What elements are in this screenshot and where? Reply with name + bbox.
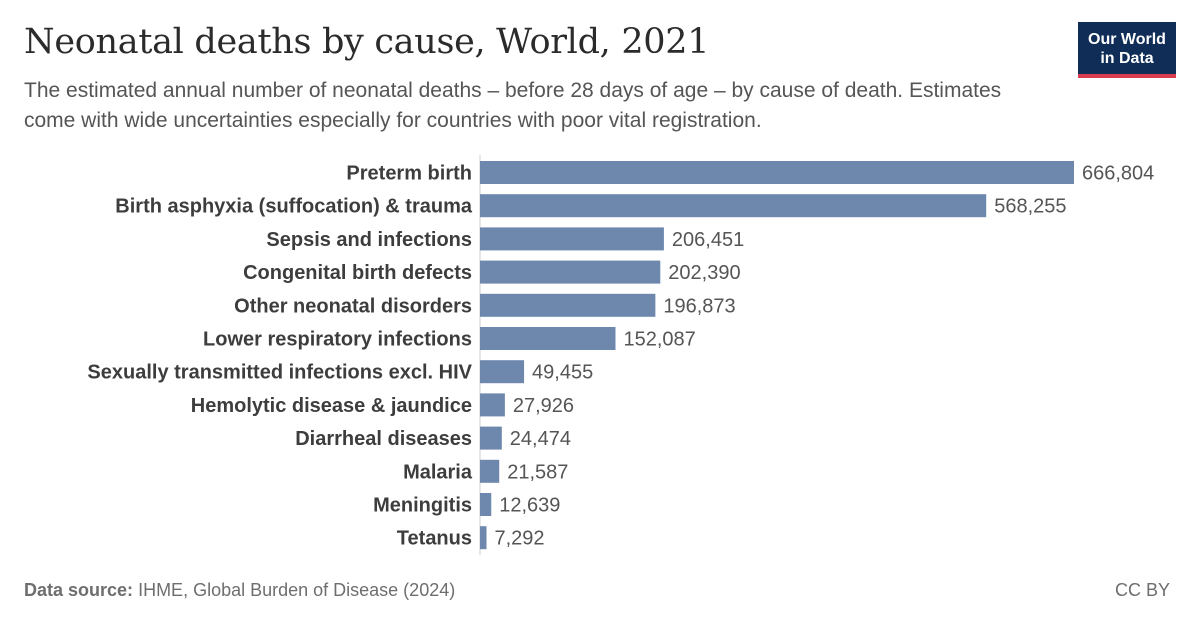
value-label-4: 196,873 — [663, 295, 735, 317]
bar-8[interactable] — [480, 426, 502, 450]
chart-title: Neonatal deaths by cause, World, 2021 — [24, 22, 710, 62]
value-label-7: 27,926 — [513, 395, 574, 417]
license-link[interactable]: CC BY — [1114, 580, 1170, 600]
data-source: Data source: IHME, Global Burden of Dise… — [24, 580, 455, 601]
bar-2[interactable] — [480, 227, 664, 251]
category-label-5: Lower respiratory infections — [203, 329, 472, 351]
category-label-7: Hemolytic disease & jaundice — [191, 395, 472, 417]
value-label-1: 568,255 — [994, 196, 1066, 218]
bar-3[interactable] — [480, 260, 661, 284]
value-label-0: 666,804 — [1082, 163, 1154, 185]
category-label-0: Preterm birth — [346, 163, 472, 185]
bar-chart: Preterm birth 666,804 Birth asphyxia (suff… — [87, 155, 1154, 556]
category-label-8: Diarrheal diseases — [295, 428, 472, 450]
bar-10[interactable] — [480, 493, 492, 516]
value-label-5: 152,087 — [623, 329, 695, 351]
bar-1[interactable] — [480, 194, 987, 218]
data-source-text[interactable]: IHME, Global Burden of Disease (2024) — [138, 580, 456, 600]
bar-0[interactable] — [480, 161, 1074, 184]
logo-line-2: in Data — [1100, 50, 1154, 67]
category-label-1: Birth asphyxia (suffocation) & trauma — [115, 196, 473, 218]
logo-line-1: Our World — [1088, 31, 1166, 48]
category-label-11: Tetanus — [397, 528, 472, 550]
owid-logo[interactable]: Our World in Data — [1078, 22, 1176, 78]
bar-4[interactable] — [480, 293, 656, 317]
category-label-6: Sexually transmitted infections excl. HI… — [87, 362, 472, 384]
bar-5[interactable] — [480, 327, 616, 350]
data-source-label: Data source: — [24, 580, 134, 600]
bar-7[interactable] — [480, 393, 505, 417]
value-label-6: 49,455 — [532, 362, 593, 384]
value-label-8: 24,474 — [510, 428, 571, 450]
value-label-11: 7,292 — [494, 528, 544, 550]
category-label-10: Meningitis — [373, 495, 472, 517]
value-label-3: 202,390 — [668, 262, 740, 284]
category-label-9: Malaria — [403, 461, 473, 483]
bar-11[interactable] — [480, 526, 487, 550]
chart-subtitle: The estimated annual number of neonatal … — [24, 79, 1002, 132]
value-label-9: 21,587 — [507, 461, 568, 483]
category-label-4: Other neonatal disorders — [234, 295, 472, 317]
bar-9[interactable] — [480, 459, 500, 483]
value-label-2: 206,451 — [672, 229, 744, 251]
bars-group: Preterm birth 666,804 Birth asphyxia (suff… — [87, 161, 1154, 550]
category-label-2: Sepsis and infections — [266, 229, 472, 251]
bar-6[interactable] — [480, 360, 525, 384]
category-label-3: Congenital birth defects — [243, 262, 472, 284]
value-label-10: 12,639 — [499, 495, 560, 517]
